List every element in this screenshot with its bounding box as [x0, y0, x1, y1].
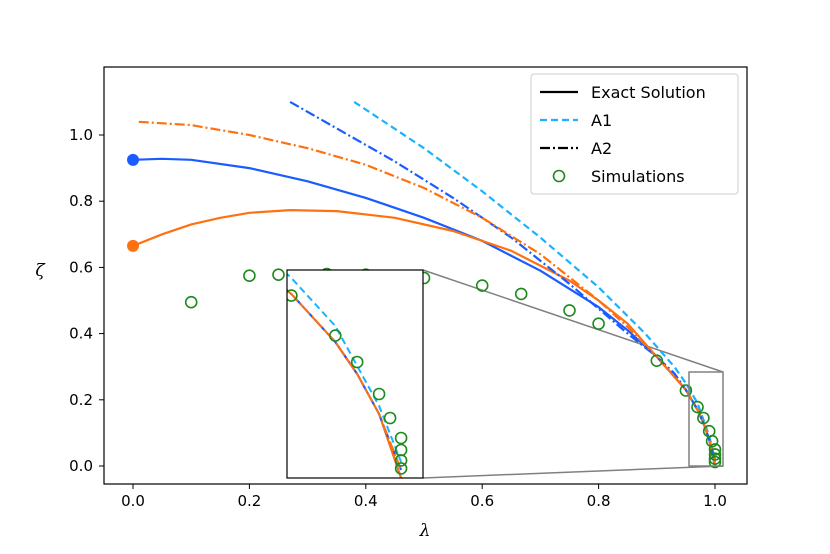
inset-frame — [286, 269, 424, 479]
legend-swatch-simulations — [552, 169, 566, 183]
legend-box — [530, 73, 739, 195]
main-series-line-2 — [353, 100, 717, 460]
x-tick-label: 0.8 — [587, 492, 611, 510]
x-tick-label: 0.4 — [354, 492, 378, 510]
main-simulation-point — [708, 448, 722, 461]
x-tick-label: 0.2 — [237, 492, 261, 510]
main-simulation-point — [514, 287, 528, 301]
series-start-marker-1 — [127, 239, 139, 252]
main-simulation-point — [184, 295, 198, 309]
inset-background — [287, 270, 423, 478]
main-simulation-point — [243, 269, 256, 283]
legend: Exact Solution A1 A2 Simulations — [530, 73, 739, 195]
main-simulation-point — [708, 443, 722, 456]
main-simulation-point — [650, 354, 664, 368]
main-series-line-0 — [132, 157, 717, 467]
main-simulation-point — [708, 455, 722, 469]
zoom-region-box — [688, 371, 724, 467]
main-simulation-point — [272, 268, 285, 282]
x-tick-label: 1.0 — [703, 492, 727, 510]
zoom-connector-top — [422, 269, 724, 373]
y-axis-ticks: 0.0 0.2 0.4 0.6 0.8 1.0 — [69, 126, 104, 475]
inset-simulation-point — [394, 454, 408, 467]
x-tick-label: 0.6 — [470, 492, 494, 510]
y-tick-label: 0.6 — [69, 258, 93, 276]
plot-frame — [103, 66, 748, 485]
inset-series-line-4 — [287, 289, 403, 471]
y-tick-label: 1.0 — [69, 126, 93, 144]
main-simulation-point — [708, 452, 722, 466]
inset-plot-series — [287, 272, 408, 478]
series-start-marker-0 — [127, 153, 139, 166]
main-series-line-1 — [132, 209, 717, 467]
legend-label-a2: A2 — [591, 139, 612, 158]
inset-simulation-point — [328, 329, 342, 342]
legend-label-exact-solution: Exact Solution — [591, 83, 706, 102]
main-simulation-point — [697, 411, 710, 425]
y-tick-label: 0.8 — [69, 192, 93, 210]
inset-simulation-point — [394, 462, 408, 475]
inset-simulation-point — [394, 431, 408, 445]
inset-zoom-connectors — [422, 269, 724, 479]
legend-label-a1: A1 — [591, 111, 612, 130]
main-simulation-point — [691, 400, 704, 414]
inset-series-line-2 — [287, 272, 403, 463]
zoom-connector-bottom — [422, 465, 724, 479]
x-tick-label: 0.0 — [121, 492, 145, 510]
x-axis-ticks: 0.0 0.2 0.4 0.6 0.8 1.0 — [121, 484, 727, 510]
inset-simulation-point — [287, 289, 298, 302]
x-axis-label: λ — [419, 521, 431, 541]
y-tick-label: 0.4 — [69, 325, 93, 343]
legend-label-simulations: Simulations — [591, 167, 685, 186]
y-axis-label: ζ — [35, 261, 46, 281]
main-simulation-point — [679, 384, 693, 397]
inset-simulation-point — [350, 355, 364, 369]
main-simulation-point — [563, 304, 576, 317]
main-simulation-point — [705, 434, 719, 448]
y-tick-label: 0.0 — [69, 457, 93, 475]
inset-simulation-point — [383, 411, 397, 425]
main-simulation-point — [475, 279, 489, 292]
inset-simulation-point — [372, 387, 386, 401]
y-tick-label: 0.2 — [69, 391, 93, 409]
main-simulation-point — [592, 317, 605, 331]
